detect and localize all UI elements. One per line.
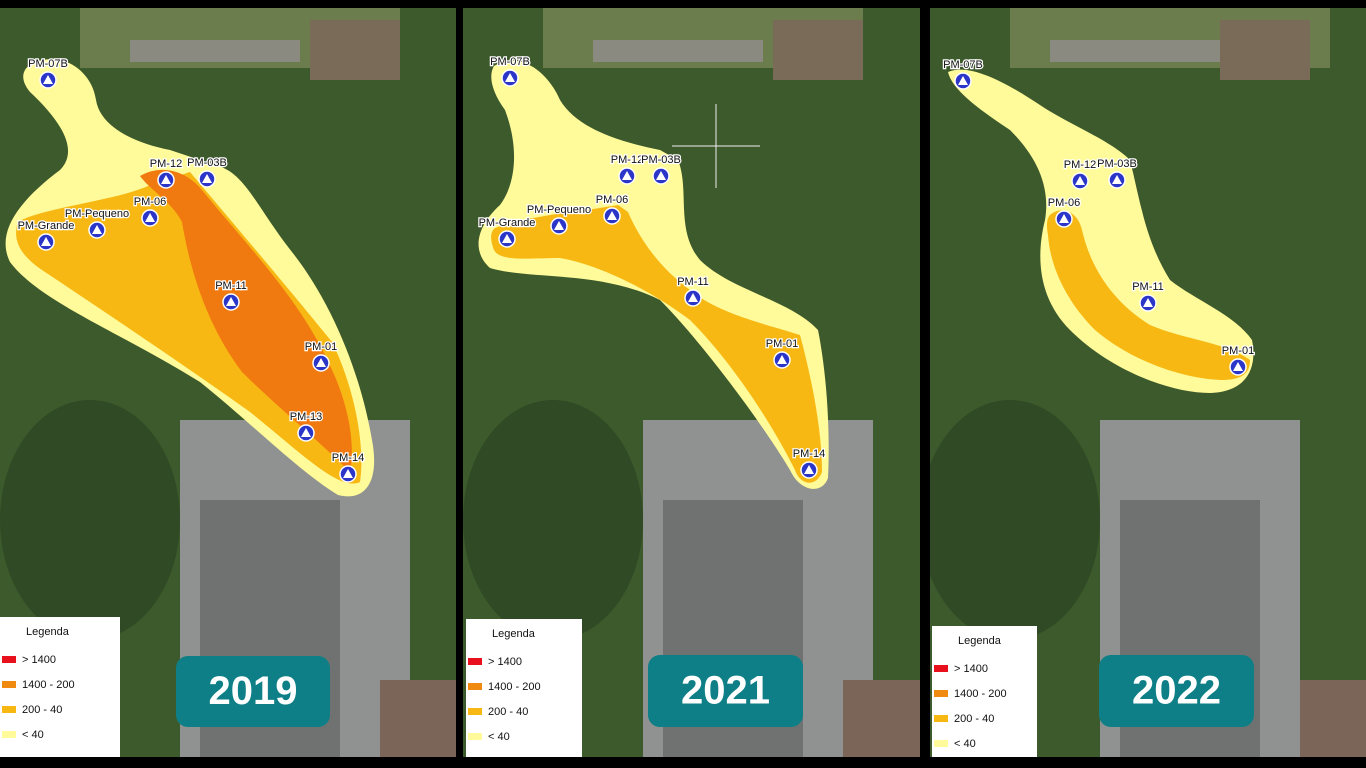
well-label: PM-01 bbox=[766, 338, 798, 350]
legend-title: Legenda bbox=[958, 635, 1002, 647]
legend-label: 200 - 40 bbox=[488, 706, 528, 718]
year-label: 2022 bbox=[1132, 669, 1221, 713]
legend-swatch bbox=[934, 740, 948, 747]
legend-label: > 1400 bbox=[488, 656, 522, 668]
map-panel bbox=[0, 8, 456, 757]
legend-swatch bbox=[934, 690, 948, 697]
well-marker-icon bbox=[41, 237, 51, 246]
well-label: PM-03B bbox=[1097, 158, 1137, 170]
legend-swatch bbox=[468, 708, 482, 715]
well-marker-icon bbox=[92, 225, 102, 234]
legend-title: Legenda bbox=[492, 628, 536, 640]
well-label: PM-11 bbox=[677, 276, 709, 288]
well-marker-icon bbox=[1143, 298, 1153, 307]
well-marker-icon bbox=[226, 297, 236, 306]
legend-box bbox=[466, 619, 582, 757]
well-label: PM-03B bbox=[187, 157, 227, 169]
legend-swatch bbox=[934, 715, 948, 722]
legend-label: < 40 bbox=[22, 729, 44, 741]
well-marker-icon bbox=[43, 75, 53, 84]
well-marker-icon bbox=[301, 428, 311, 437]
legend-swatch bbox=[934, 665, 948, 672]
legend-label: > 1400 bbox=[954, 663, 988, 675]
well-label: PM-03B bbox=[641, 154, 681, 166]
well-marker-icon bbox=[688, 293, 698, 302]
well-label: PM-12 bbox=[611, 154, 643, 166]
panel-overlay: PM-07B PM-12 PM-03B PM-06 PM-PequenoPM-Grand… bbox=[0, 57, 365, 757]
well-marker-icon bbox=[161, 175, 171, 184]
legend-swatch bbox=[468, 658, 482, 665]
well-marker-icon bbox=[145, 213, 155, 222]
well-marker-icon bbox=[656, 171, 666, 180]
legend-label: 1400 - 200 bbox=[488, 681, 541, 693]
well-label: PM-Grande bbox=[479, 217, 536, 229]
legend-label: > 1400 bbox=[22, 654, 56, 666]
legend-label: 1400 - 200 bbox=[954, 688, 1007, 700]
well-marker-icon bbox=[502, 234, 512, 243]
legend-label: < 40 bbox=[954, 738, 976, 750]
legend-label: 200 - 40 bbox=[954, 713, 994, 725]
well-marker-icon bbox=[343, 469, 353, 478]
legend-swatch bbox=[2, 681, 16, 688]
well-label: PM-Pequeno bbox=[527, 204, 591, 216]
legend-swatch bbox=[2, 656, 16, 663]
well-label: PM-13 bbox=[290, 411, 322, 423]
well-marker-icon bbox=[777, 355, 787, 364]
well-label: PM-14 bbox=[332, 452, 364, 464]
well-marker-icon bbox=[316, 358, 326, 367]
legend-swatch bbox=[2, 731, 16, 738]
well-label: PM-14 bbox=[793, 448, 825, 460]
well-marker-icon bbox=[804, 465, 814, 474]
well-label: PM-01 bbox=[305, 341, 337, 353]
well-marker-icon bbox=[958, 76, 968, 85]
well-marker-icon bbox=[505, 73, 515, 82]
well-label: PM-12 bbox=[1064, 159, 1096, 171]
year-badge bbox=[176, 656, 330, 727]
legend-swatch bbox=[468, 733, 482, 740]
well-label: PM-06 bbox=[596, 194, 628, 206]
well-label: PM-07B bbox=[28, 58, 68, 70]
year-label: 2019 bbox=[209, 669, 298, 713]
well-marker-icon bbox=[1075, 176, 1085, 185]
well-label: PM-07B bbox=[943, 59, 983, 71]
well-marker-icon bbox=[1233, 362, 1243, 371]
year-label: 2021 bbox=[681, 669, 770, 713]
legend-title: Legenda bbox=[26, 626, 70, 638]
well-marker-icon bbox=[1059, 214, 1069, 223]
legend-box bbox=[0, 617, 120, 757]
legend-label: 200 - 40 bbox=[22, 704, 62, 716]
well-marker-icon bbox=[607, 211, 617, 220]
well-marker-icon bbox=[554, 221, 564, 230]
well-marker-icon bbox=[622, 171, 632, 180]
well-label: PM-12 bbox=[150, 158, 182, 170]
well-label: PM-07B bbox=[490, 56, 530, 68]
well-label: PM-01 bbox=[1222, 345, 1254, 357]
year-badge bbox=[1099, 655, 1254, 727]
well-label: PM-11 bbox=[215, 280, 247, 292]
legend-box bbox=[932, 626, 1037, 757]
year-badge bbox=[648, 655, 803, 727]
legend-label: 1400 - 200 bbox=[22, 679, 75, 691]
well-label: PM-Pequeno bbox=[65, 208, 129, 220]
well-label: PM-11 bbox=[1132, 281, 1164, 293]
legend-swatch bbox=[468, 683, 482, 690]
well-label: PM-06 bbox=[1048, 197, 1080, 209]
legend-swatch bbox=[2, 706, 16, 713]
well-label: PM-06 bbox=[134, 196, 166, 208]
legend-label: < 40 bbox=[488, 731, 510, 743]
panel-overlay: PM-07B PM-12 PM-03B PM-06 PM-11 PM-01 Legenda >… bbox=[932, 58, 1255, 757]
well-marker-icon bbox=[202, 174, 212, 183]
well-marker-icon bbox=[1112, 175, 1122, 184]
well-label: PM-Grande bbox=[18, 220, 75, 232]
